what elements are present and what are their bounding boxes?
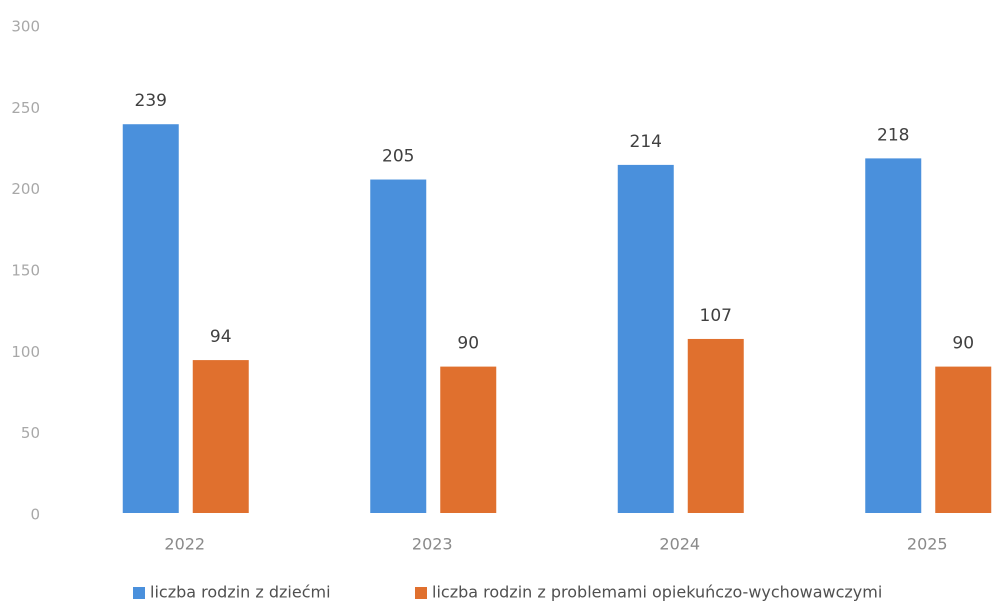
x-tick-label: 2024 <box>659 535 700 554</box>
value-label: 90 <box>952 334 974 354</box>
x-tick-label: 2023 <box>412 535 453 554</box>
y-tick-label: 0 <box>30 506 40 524</box>
y-tick-label: 100 <box>11 343 40 361</box>
y-tick-label: 150 <box>11 262 40 280</box>
x-tick-label: 2025 <box>907 535 948 554</box>
legend-label: liczba rodzin z dziećmi <box>150 583 331 602</box>
bar <box>122 124 179 513</box>
bar <box>440 366 497 513</box>
value-label: 107 <box>700 306 732 326</box>
legend-swatch <box>415 587 427 599</box>
bar <box>935 366 992 513</box>
bar <box>617 164 674 514</box>
bar <box>192 360 249 513</box>
y-tick-label: 200 <box>11 180 40 198</box>
value-label: 218 <box>877 125 909 145</box>
y-tick-label: 300 <box>11 18 40 36</box>
y-tick-label: 50 <box>21 424 40 442</box>
x-tick-label: 2022 <box>164 535 205 554</box>
value-label: 94 <box>210 327 232 347</box>
legend-swatch <box>133 587 145 599</box>
value-label: 239 <box>135 91 167 111</box>
bar <box>687 338 744 513</box>
y-tick-label: 250 <box>11 99 40 117</box>
bar <box>865 158 922 514</box>
bar <box>370 179 427 514</box>
value-label: 205 <box>382 147 414 167</box>
legend-label: liczba rodzin z problemami opiekuńczo-wy… <box>432 583 882 602</box>
value-label: 214 <box>630 132 662 152</box>
value-label: 90 <box>457 334 479 354</box>
